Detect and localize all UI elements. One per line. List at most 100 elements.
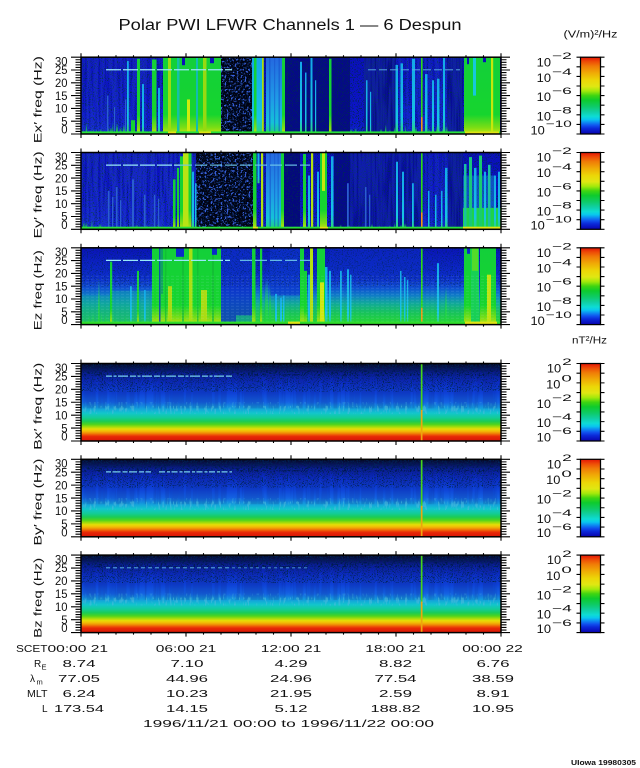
svg-text:2: 2 (562, 549, 572, 560)
svg-text:38.59: 38.59 (472, 674, 515, 685)
svg-text:24.96: 24.96 (270, 674, 313, 685)
svg-text:−2: −2 (552, 146, 572, 157)
svg-text:10: 10 (55, 104, 68, 116)
svg-text:00:00 22: 00:00 22 (462, 644, 523, 655)
svg-text:10: 10 (537, 205, 552, 219)
svg-text:−4: −4 (552, 508, 572, 519)
svg-text:−6: −6 (552, 618, 572, 629)
svg-text:E: E (42, 663, 47, 672)
svg-text:−8: −8 (552, 201, 572, 212)
svg-text:5: 5 (61, 116, 67, 128)
svg-text:0: 0 (61, 315, 67, 327)
svg-text:10: 10 (537, 109, 552, 123)
svg-text:5: 5 (61, 423, 67, 435)
svg-text:−2: −2 (552, 489, 572, 500)
svg-text:10: 10 (537, 300, 552, 314)
svg-text:20: 20 (55, 480, 68, 492)
svg-text:Polar PWI LFWR Channels 1 — 6: Polar PWI LFWR Channels 1 — 6 Despun (119, 17, 462, 34)
svg-text:−8: −8 (552, 296, 572, 307)
svg-text:20: 20 (55, 576, 68, 588)
svg-text:30: 30 (55, 152, 68, 164)
svg-text:0: 0 (561, 469, 571, 480)
svg-text:5.12: 5.12 (275, 704, 309, 715)
svg-text:7.10: 7.10 (171, 659, 205, 670)
svg-text:0: 0 (61, 623, 67, 635)
svg-text:10: 10 (55, 199, 68, 211)
svg-text:R: R (34, 659, 41, 670)
svg-text:2.59: 2.59 (379, 689, 413, 700)
svg-text:10: 10 (537, 185, 552, 199)
svg-text:By′ freq (Hz): By′ freq (Hz) (33, 459, 45, 546)
svg-text:10: 10 (546, 569, 561, 583)
svg-text:10: 10 (537, 622, 552, 636)
svg-text:10: 10 (546, 377, 561, 391)
svg-text:−2: −2 (552, 393, 572, 404)
svg-text:15: 15 (55, 281, 68, 293)
svg-text:10: 10 (537, 166, 552, 180)
svg-text:nT²/Hz: nT²/Hz (572, 335, 607, 347)
svg-text:10: 10 (537, 55, 552, 69)
svg-text:−2: −2 (552, 51, 572, 62)
svg-text:00:00 21: 00:00 21 (48, 644, 109, 655)
svg-text:20: 20 (55, 385, 68, 397)
svg-text:30: 30 (55, 247, 68, 259)
svg-text:UIowa 19980305: UIowa 19980305 (571, 758, 636, 767)
svg-text:10: 10 (537, 397, 552, 411)
svg-text:8.82: 8.82 (379, 659, 413, 670)
svg-text:Ez freq (Hz): Ez freq (Hz) (33, 250, 45, 330)
svg-text:λ: λ (30, 674, 35, 685)
svg-text:−8: −8 (552, 105, 572, 116)
svg-text:−6: −6 (552, 522, 572, 533)
svg-text:25: 25 (55, 256, 68, 268)
svg-text:8.91: 8.91 (477, 689, 511, 700)
svg-text:10: 10 (537, 526, 552, 540)
svg-text:L: L (42, 704, 48, 715)
svg-text:25: 25 (55, 161, 68, 173)
svg-text:173.54: 173.54 (54, 704, 105, 715)
svg-text:188.82: 188.82 (371, 704, 422, 715)
svg-text:Bz freq (Hz): Bz freq (Hz) (33, 558, 45, 638)
svg-text:25: 25 (55, 65, 68, 77)
svg-text:−10: −10 (546, 119, 572, 130)
svg-text:10: 10 (537, 90, 552, 104)
svg-text:−4: −4 (552, 258, 572, 269)
svg-text:15: 15 (55, 493, 68, 505)
svg-text:SCET: SCET (16, 644, 48, 655)
svg-text:−2: −2 (552, 584, 572, 595)
svg-text:44.96: 44.96 (166, 674, 209, 685)
svg-text:10: 10 (537, 71, 552, 85)
svg-text:6.24: 6.24 (63, 689, 97, 700)
svg-text:−4: −4 (552, 162, 572, 173)
svg-text:15: 15 (55, 589, 68, 601)
svg-text:0: 0 (561, 565, 571, 576)
svg-text:10: 10 (531, 123, 546, 137)
svg-text:10: 10 (547, 362, 562, 376)
svg-text:5: 5 (61, 519, 67, 531)
svg-text:10: 10 (537, 262, 552, 276)
svg-text:10: 10 (537, 151, 552, 165)
svg-text:10.95: 10.95 (472, 704, 515, 715)
svg-text:−6: −6 (552, 277, 572, 288)
svg-text:Ey′ freq (Hz): Ey′ freq (Hz) (33, 151, 45, 238)
svg-text:10: 10 (531, 219, 546, 233)
svg-text:−10: −10 (546, 215, 572, 226)
svg-text:0: 0 (61, 432, 67, 444)
svg-text:1996/11/21 00:00 to 1996/11/22: 1996/11/21 00:00 to 1996/11/22 00:00 (143, 719, 435, 730)
svg-text:30: 30 (55, 554, 68, 566)
svg-text:18:00 21: 18:00 21 (365, 644, 426, 655)
svg-text:Ex′ freq (Hz): Ex′ freq (Hz) (33, 56, 45, 143)
svg-text:4.29: 4.29 (275, 659, 309, 670)
svg-text:77.54: 77.54 (375, 674, 418, 685)
svg-text:10: 10 (531, 314, 546, 328)
svg-text:10: 10 (546, 473, 561, 487)
svg-text:12:00 21: 12:00 21 (261, 644, 322, 655)
svg-text:0: 0 (61, 125, 67, 137)
svg-text:10: 10 (537, 588, 552, 602)
svg-text:10: 10 (537, 493, 552, 507)
svg-text:m: m (37, 678, 43, 687)
svg-text:10: 10 (55, 410, 68, 422)
svg-text:(V/m)²/Hz: (V/m)²/Hz (564, 29, 618, 41)
svg-text:10.23: 10.23 (166, 689, 209, 700)
svg-text:10: 10 (547, 553, 562, 567)
svg-text:5: 5 (61, 212, 67, 224)
